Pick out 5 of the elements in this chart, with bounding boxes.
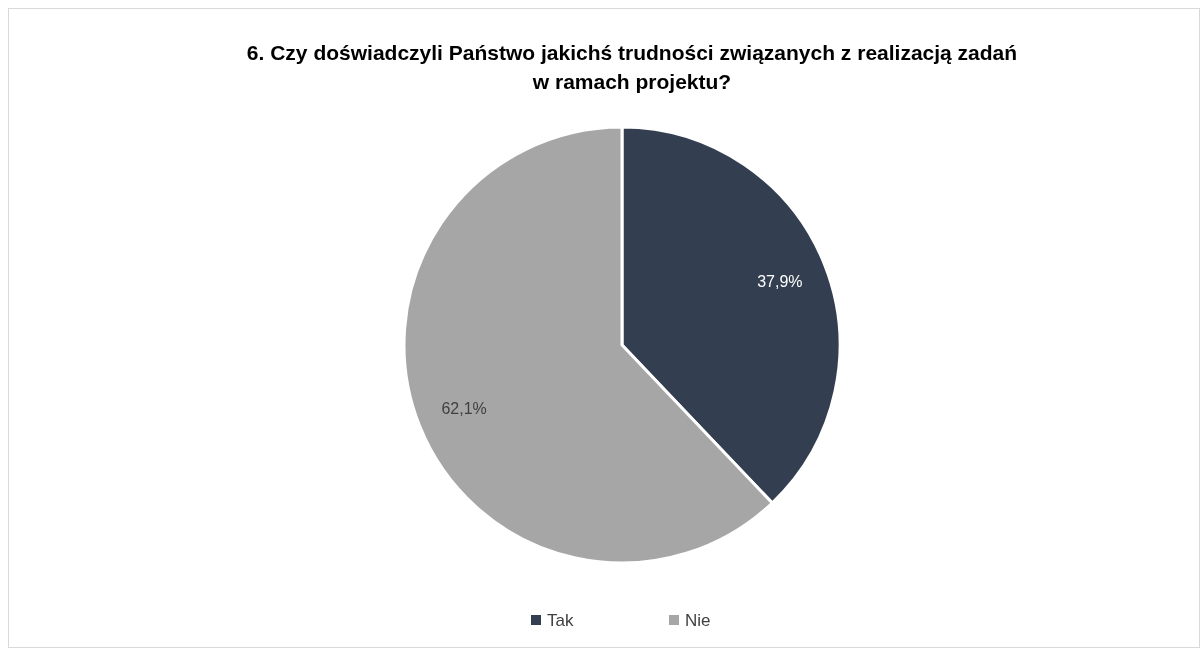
chart-title: 6. Czy doświadczyli Państwo jakichś trudności związanych z realizacją zadań w ramach projektu? bbox=[246, 41, 1018, 93]
legend-label: Nie bbox=[685, 610, 711, 630]
legend-label: Tak bbox=[547, 610, 574, 630]
data-label: 37,9% bbox=[757, 273, 803, 291]
data-label: 62,1% bbox=[441, 399, 487, 417]
